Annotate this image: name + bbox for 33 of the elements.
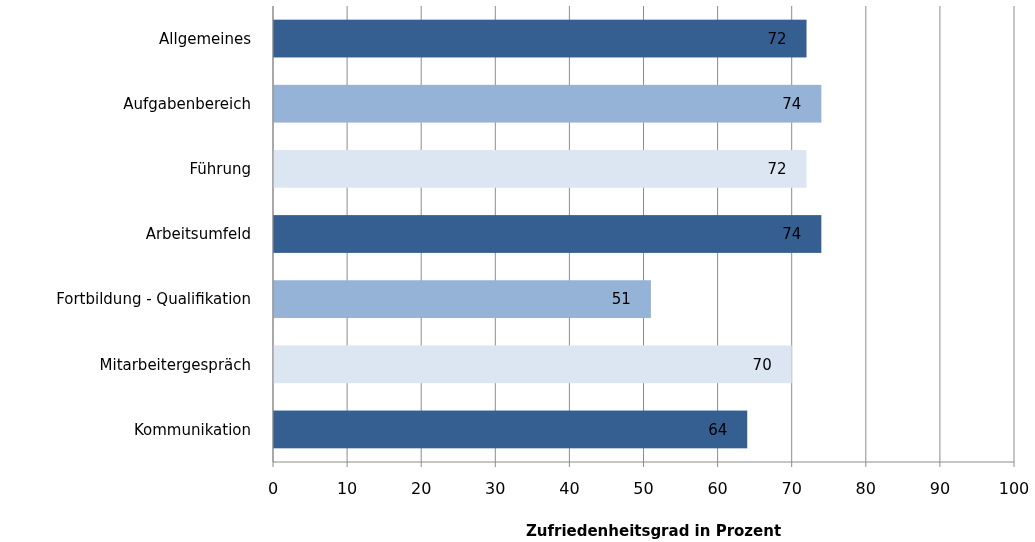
x-tick-label: 30 <box>485 479 506 498</box>
y-tick-label: Aufgabenbereich <box>123 94 251 113</box>
x-tick-label: 60 <box>707 479 728 498</box>
x-tick-label: 80 <box>855 479 876 498</box>
data-label: 74 <box>782 225 802 244</box>
data-label: 70 <box>752 355 772 374</box>
data-label: 51 <box>611 290 631 309</box>
bar <box>273 215 822 253</box>
y-tick-label: Führung <box>189 160 251 179</box>
y-tick-label: Fortbildung - Qualifikation <box>56 290 251 309</box>
x-axis-title: Zufriedenheitsgrad in Prozent <box>525 522 782 540</box>
y-tick-label: Arbeitsumfeld <box>145 225 251 244</box>
bar <box>273 19 807 58</box>
x-tick-label: 40 <box>559 479 580 498</box>
x-tick-label: 90 <box>929 479 951 498</box>
bar <box>273 345 792 384</box>
x-tick-label: 50 <box>633 479 654 498</box>
bar <box>273 149 807 188</box>
data-label: 64 <box>708 420 728 439</box>
data-label: 74 <box>782 94 802 113</box>
y-tick-label: Kommunikation <box>133 420 251 439</box>
x-tick-label: 10 <box>336 479 358 498</box>
y-tick-label: Mitarbeitergespräch <box>99 355 251 374</box>
data-label: 72 <box>767 29 787 48</box>
x-tick-label: 0 <box>267 479 279 498</box>
x-tick-label: 20 <box>411 479 432 498</box>
data-label: 72 <box>767 160 787 179</box>
x-tick-label: 100 <box>998 479 1030 498</box>
y-tick-label: Allgemeines <box>159 29 252 48</box>
bar <box>273 280 651 319</box>
bar <box>273 84 822 123</box>
x-tick-label: 70 <box>781 479 802 498</box>
bar <box>273 410 748 449</box>
